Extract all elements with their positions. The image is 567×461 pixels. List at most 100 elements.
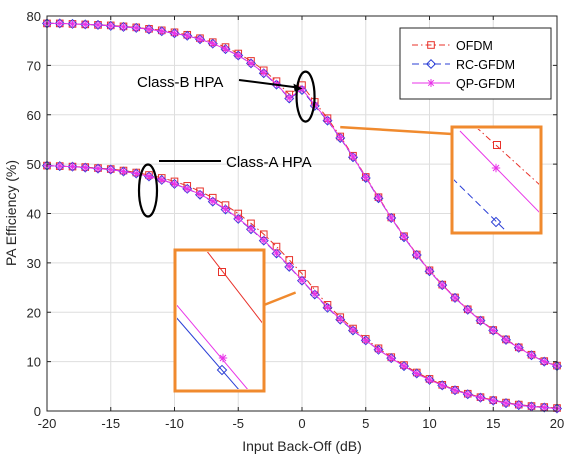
star-marker [170, 179, 179, 188]
star-marker [221, 45, 230, 54]
legend-label: QP-GFDM [456, 77, 515, 91]
star-marker [259, 68, 268, 77]
diamond-marker [373, 193, 384, 204]
diamond-marker [501, 334, 511, 345]
y-tick-label: 10 [27, 355, 41, 370]
y-tick-label: 40 [27, 207, 41, 222]
star-marker [502, 399, 510, 408]
x-tick-label: 20 [550, 416, 564, 431]
star-marker [412, 251, 421, 259]
zoom-content [177, 252, 262, 389]
x-tick-label: -10 [165, 416, 184, 431]
star-marker [323, 116, 332, 125]
star-marker [285, 262, 294, 271]
diamond-marker [54, 18, 65, 29]
star-marker [157, 175, 166, 184]
x-tick-label: 15 [486, 416, 500, 431]
zoom-inset-class-b [340, 125, 543, 235]
star-marker [427, 79, 435, 87]
diamond-marker [437, 280, 448, 291]
diamond-marker [93, 19, 103, 30]
diamond-marker [462, 389, 473, 400]
square-marker [493, 141, 501, 149]
star-marker [514, 401, 523, 410]
star-marker [451, 293, 459, 302]
star-marker [196, 190, 204, 199]
zoom-frame [173, 248, 266, 393]
diamond-marker [488, 325, 499, 336]
star-marker [336, 315, 345, 324]
star-marker [247, 59, 255, 68]
diamond-marker [131, 22, 142, 33]
star-marker [540, 357, 549, 366]
y-tick-label: 20 [27, 305, 41, 320]
zoom-inset-class-a [173, 248, 297, 393]
star-marker [361, 336, 370, 345]
y-tick-label: 60 [27, 108, 41, 123]
diamond-marker [271, 79, 282, 90]
legend-label: RC-GFDM [456, 58, 515, 72]
y-tick-label: 0 [34, 404, 41, 419]
diamond-marker [220, 204, 231, 215]
axes [46, 15, 558, 412]
diamond-marker [475, 315, 486, 326]
star-marker [221, 205, 230, 214]
star-marker [94, 164, 102, 173]
star-marker [438, 281, 447, 290]
diamond-marker [156, 26, 167, 37]
diamond-marker [488, 395, 499, 406]
star-marker [476, 316, 485, 325]
star-marker [272, 249, 281, 257]
star-marker [157, 27, 166, 36]
star-marker [476, 393, 485, 402]
zoom-series-line [477, 129, 539, 185]
diamond-marker [169, 28, 180, 39]
class-b-ellipse [295, 70, 316, 123]
diamond-marker [386, 212, 397, 223]
x-tick-label: 10 [422, 416, 436, 431]
star-marker [119, 22, 128, 31]
zoom-content [454, 129, 539, 231]
star-marker [81, 20, 90, 29]
star-marker [374, 345, 383, 354]
y-tick-label: 80 [27, 9, 41, 24]
legend-item-ofdm: OFDM [412, 39, 493, 53]
star-marker [218, 353, 228, 363]
class-b-arrowhead [293, 83, 303, 92]
diamond-marker [105, 164, 116, 175]
star-marker [463, 305, 472, 314]
diamond-marker [233, 213, 244, 224]
diamond-marker [80, 19, 91, 30]
diamond-marker [450, 292, 460, 303]
diamond-marker [322, 302, 333, 313]
star-marker [55, 19, 64, 28]
zoom-leader-line [263, 291, 297, 307]
diamond-marker [490, 216, 502, 228]
zoom-series-line [459, 130, 539, 213]
star-marker [527, 351, 536, 360]
diamond-marker [284, 93, 295, 104]
diamond-marker [360, 172, 371, 183]
diamond-marker [475, 392, 486, 403]
square-marker [427, 41, 435, 49]
diamond-marker [501, 398, 511, 409]
zoom-series-line [177, 317, 239, 389]
star-marker [285, 94, 294, 102]
star-marker [310, 290, 319, 298]
legend-item-qp-gfdm: QP-GFDM [412, 77, 515, 91]
x-tick-label: 5 [362, 416, 369, 431]
star-marker [68, 162, 77, 171]
diamond-marker [67, 18, 78, 29]
star-marker [132, 169, 141, 178]
x-tick-label: -20 [38, 416, 57, 431]
star-marker [247, 224, 255, 233]
star-marker [259, 236, 268, 245]
star-marker [438, 381, 447, 390]
diamond-marker [411, 249, 422, 260]
diamond-marker [424, 266, 435, 277]
diamond-marker [373, 344, 384, 355]
star-marker [298, 276, 306, 285]
x-tick-label: -15 [101, 416, 120, 431]
star-marker [183, 31, 192, 40]
